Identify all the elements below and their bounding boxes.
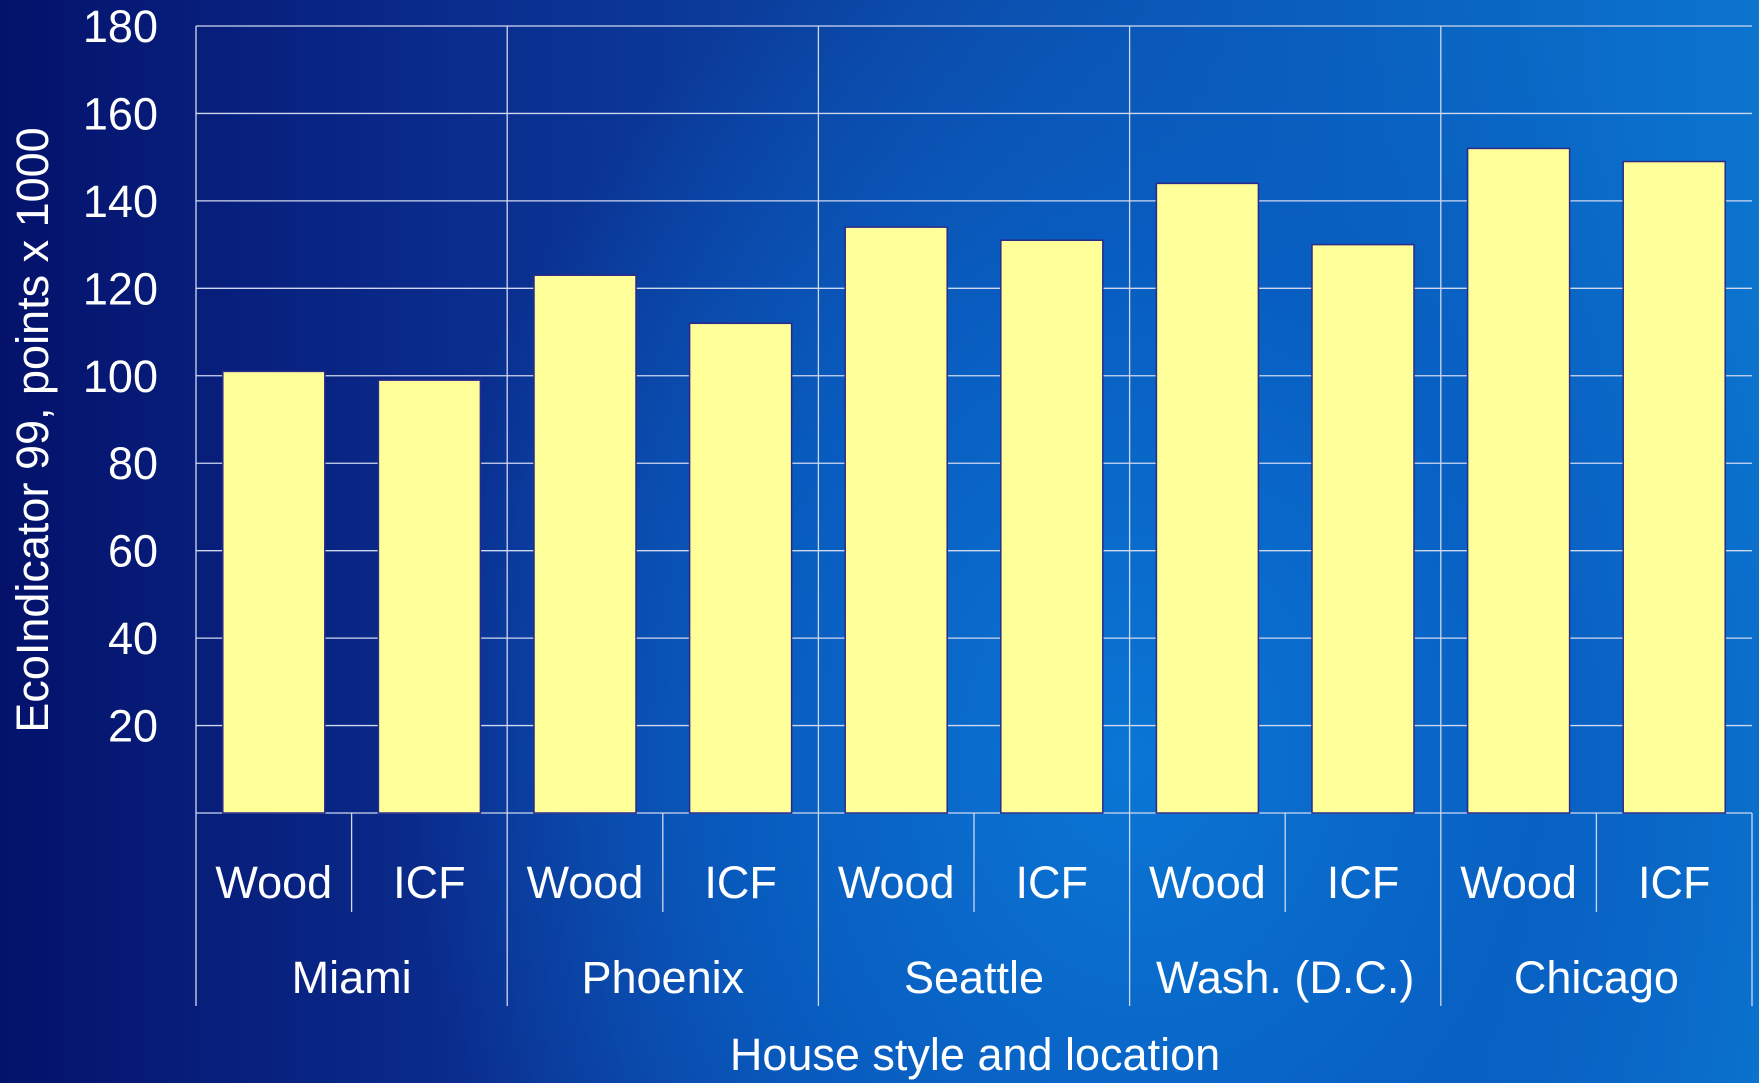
y-tick-label: 120 — [83, 263, 158, 314]
x-location-label: Seattle — [904, 952, 1044, 1003]
x-location-label: Chicago — [1514, 952, 1679, 1003]
y-tick-label: 20 — [108, 701, 158, 752]
x-style-label: ICF — [1327, 857, 1400, 908]
x-style-label: ICF — [1638, 857, 1711, 908]
bar-icf-1 — [377, 379, 482, 814]
x-style-label: Wood — [1460, 857, 1577, 908]
bar-wood-2 — [533, 274, 637, 814]
x-location-label: Wash. (D.C.) — [1156, 952, 1414, 1003]
bar-wood-6 — [1155, 182, 1260, 814]
bar-icf-3 — [688, 322, 793, 814]
x-style-label: Wood — [1149, 857, 1266, 908]
bar-icf-9 — [1622, 160, 1726, 814]
x-style-label: ICF — [1016, 857, 1089, 908]
y-axis-title: EcoIndicator 99, points x 1000 — [7, 127, 58, 732]
y-tick-label: 100 — [83, 351, 158, 402]
gridlines — [195, 25, 1753, 1006]
x-style-label: ICF — [704, 857, 777, 908]
x-category-labels: Wood ICF Wood ICF Wood ICF Wood ICF Wood ICF Miami… — [215, 857, 1710, 1003]
y-tick-label: 80 — [108, 438, 158, 489]
y-tick-label: 160 — [83, 88, 158, 139]
x-style-label: Wood — [838, 857, 955, 908]
x-location-label: Miami — [292, 952, 412, 1003]
bars — [222, 147, 1726, 814]
y-tick-label: 180 — [83, 1, 158, 52]
x-style-label: ICF — [393, 857, 466, 908]
x-style-label: Wood — [215, 857, 332, 908]
bar-wood-0 — [222, 370, 326, 814]
x-location-label: Phoenix — [581, 952, 744, 1003]
y-tick-label: 140 — [83, 176, 158, 227]
bar-icf-5 — [1000, 239, 1104, 814]
x-style-label: Wood — [527, 857, 644, 908]
y-tick-label: 60 — [108, 526, 158, 577]
x-axis-title: House style and location — [730, 1029, 1220, 1080]
y-tick-label: 40 — [108, 613, 158, 664]
bar-wood-4 — [844, 226, 948, 814]
bar-icf-7 — [1311, 243, 1415, 814]
bar-wood-8 — [1466, 147, 1571, 814]
y-tick-labels: 20 40 60 80 100 120 140 160 180 — [83, 1, 158, 752]
